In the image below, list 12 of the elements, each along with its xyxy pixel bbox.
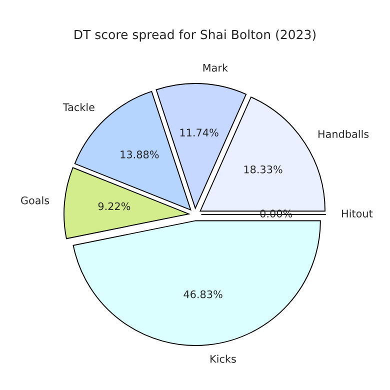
data-label: 13.88% — [120, 150, 159, 158]
chart-title: DT score spread for Shai Bolton (2023) — [74, 30, 316, 42]
data-label: 11.74% — [180, 128, 218, 137]
category-label: Hitout — [342, 209, 373, 218]
data-label: 9.22% — [98, 202, 130, 210]
data-label: 18.33% — [244, 165, 282, 174]
data-label: 46.83% — [184, 290, 222, 298]
slice-label: Handballs — [318, 130, 369, 138]
slice-label: Kicks — [210, 354, 236, 363]
slice-label: Mark — [203, 64, 228, 72]
slice-label: Goals — [21, 196, 50, 204]
slice-label: Tackle — [62, 103, 94, 112]
